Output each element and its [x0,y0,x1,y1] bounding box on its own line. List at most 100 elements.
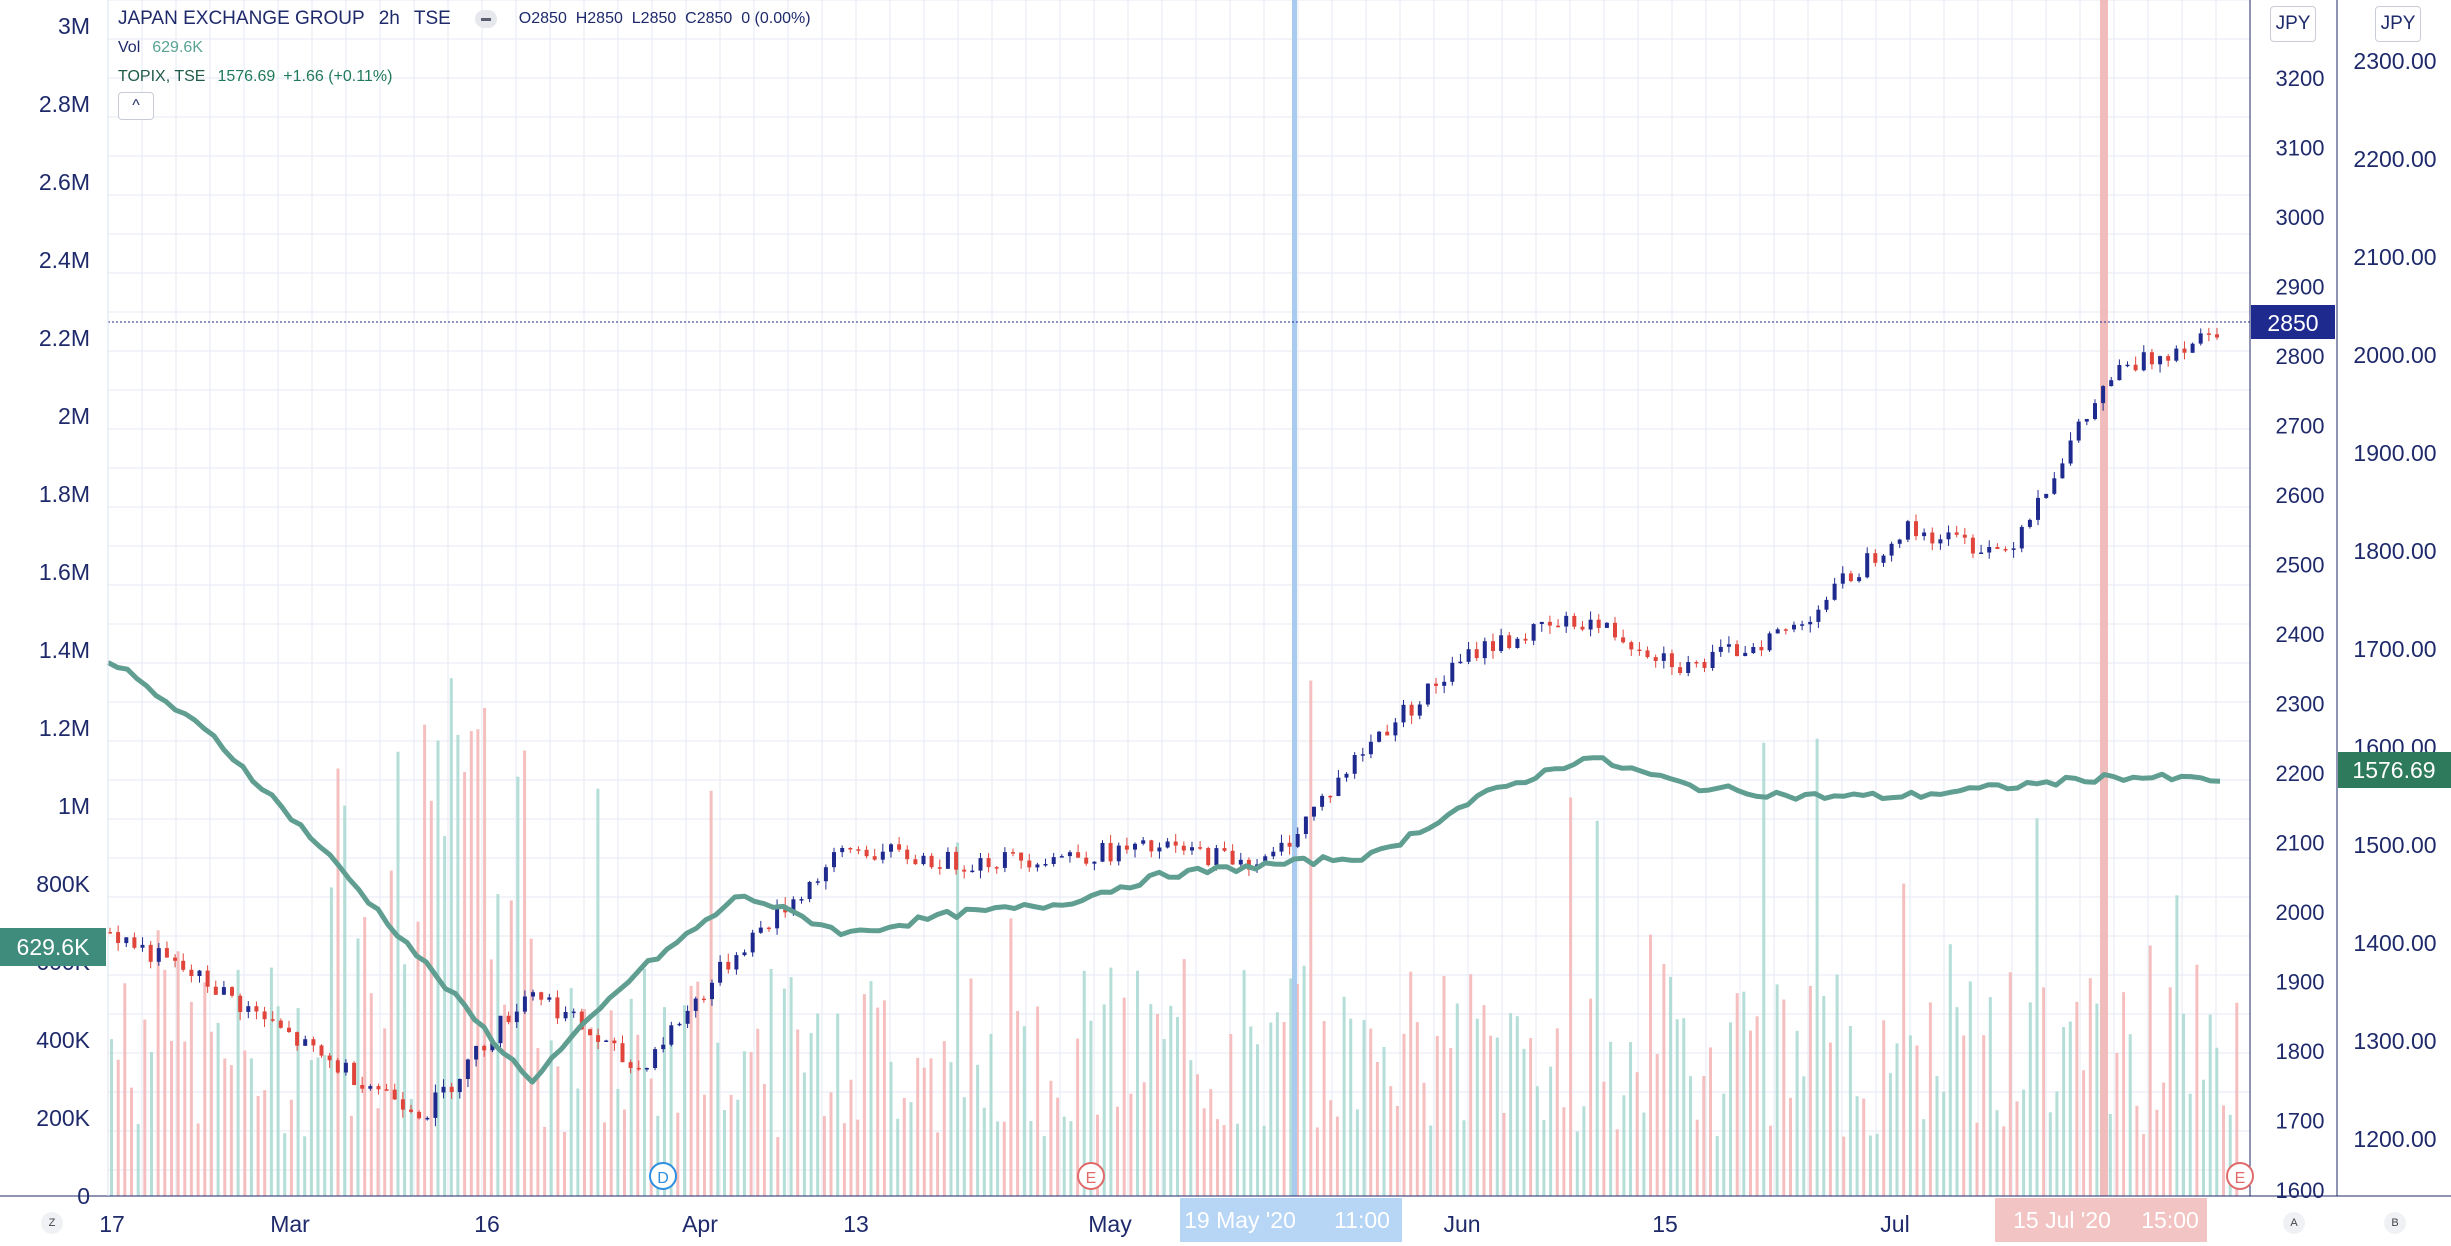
candle-body [1377,731,1382,742]
volume-bar [829,1092,833,1196]
candle-body [1385,731,1390,736]
volume-bar [110,1039,113,1196]
candle-body [742,952,747,956]
symbol-name[interactable]: JAPAN EXCHANGE GROUP [118,7,365,29]
volume-bar [1482,1005,1486,1196]
candle-body [262,1011,267,1020]
volume-bar [756,1028,760,1196]
candle-body [1059,856,1064,858]
volume-bar [689,985,693,1196]
candle-body [604,1040,609,1042]
candle-body [1604,622,1609,628]
log-scale-button[interactable]: B [2384,1212,2406,1234]
candle-body [295,1032,300,1046]
volume-bar [229,1065,233,1196]
price-axis-tick: 2400 [2276,622,2325,647]
candle-body [409,1109,413,1112]
volume-bar [1609,1041,1613,1196]
volume-bar [1229,1034,1233,1196]
candle-body [864,849,869,857]
candle-body [832,852,836,868]
volume-bar [1335,1116,1339,1196]
candle-body [116,932,121,943]
topix-compare-line [106,660,2221,1085]
volume-bar [1289,978,1293,1196]
volume-bar [123,983,127,1196]
event-marker [649,1162,677,1190]
topix-axis-tick: 1200.00 [2353,1126,2436,1152]
candle-body [986,858,991,868]
volume-bar [176,951,180,1196]
volume-bar [2162,1082,2166,1196]
auto-scale-button[interactable]: A [2283,1212,2305,1234]
volume-bar [589,1027,593,1196]
volume-bar [156,930,160,1196]
interval-label[interactable]: 2h [378,7,400,29]
volume-bar [296,1008,300,1196]
volume-axis-tick: 1.8M [39,481,90,507]
volume-label[interactable]: Vol [118,38,141,56]
candle-body [563,1012,568,1019]
candle-body [1425,683,1430,705]
currency-label-right[interactable]: JPY [2375,6,2421,42]
volume-bar [1602,1081,1606,1196]
volume-bar [263,1090,267,1196]
candle-body [1499,635,1504,651]
candle-body [1263,856,1268,865]
volume-bar [456,734,460,1196]
topix-axis-tick: 1900.00 [2353,440,2436,466]
candle-body [1897,539,1902,544]
volume-bar [1002,1121,1006,1196]
collapse-legend-button[interactable]: ^ [118,92,154,120]
volume-bar [1928,1002,1932,1196]
volume-bar [1475,1018,1479,1196]
volume-bar [2182,1013,2185,1196]
time-axis-tick: 15 [1652,1211,1678,1237]
volume-axis-tick: 1.4M [39,637,90,663]
volume-bar [1395,1106,1399,1196]
topix-axis-tick: 2300.00 [2353,48,2436,74]
price-axis-tick: 3000 [2276,205,2325,230]
compare-symbol-name[interactable]: TOPIX, TSE [118,67,206,85]
candle-body [2215,334,2219,338]
candle-body [954,851,959,870]
volume-bar [1669,976,1672,1196]
candle-body [1686,662,1691,673]
candle-body [905,849,910,860]
volume-bar [1995,1110,1999,1196]
zoom-button[interactable]: Z [41,1212,63,1234]
volume-bar [922,1067,926,1196]
volume-bar [1076,1038,1080,1196]
candle-body [2117,365,2122,381]
more-options-icon[interactable] [474,9,497,28]
candle-body [929,855,934,868]
candle-body [937,867,942,869]
candle-body [522,996,527,1012]
candle-body [1848,573,1853,582]
candle-body [1710,651,1715,668]
candle-body [807,882,812,899]
price-axis-tick: 2200 [2276,761,2325,786]
volume-bar [1349,1018,1353,1196]
volume-bar [249,1058,253,1196]
volume-bar [1402,1033,1406,1196]
candle-body [1051,857,1056,864]
candle-body [1450,662,1455,682]
currency-label-left[interactable]: JPY [2270,6,2316,42]
topix-axis-tick: 1800.00 [2353,538,2436,564]
volume-bar [856,1119,860,1196]
candle-body [506,1015,511,1023]
volume-bar [1615,1129,1619,1196]
time-axis-tick: Mar [270,1211,310,1237]
price-axis-tick: 3200 [2276,66,2325,91]
volume-bar [1529,1038,1533,1196]
volume-bar [136,1124,140,1196]
volume-bar [509,900,513,1196]
volume-bar [2088,978,2092,1196]
volume-bar [1629,1042,1632,1196]
candle-body [1515,638,1520,648]
volume-bar [1682,1018,1686,1196]
volume-bar [143,1019,147,1196]
volume-bar [1116,1106,1119,1196]
